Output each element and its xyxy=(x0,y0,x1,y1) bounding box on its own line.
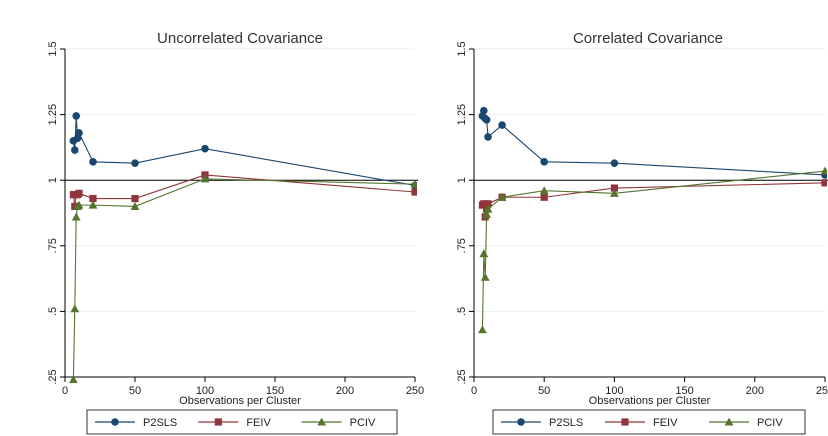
point-p2sls xyxy=(480,106,488,115)
point-feiv xyxy=(411,188,417,196)
point-feiv xyxy=(480,200,488,208)
point-p2sls xyxy=(484,133,492,141)
point-p2sls xyxy=(71,146,79,154)
point-feiv xyxy=(540,193,548,201)
point-p2sls xyxy=(610,159,619,167)
y-tick-label: 1 xyxy=(456,177,468,183)
point-feiv xyxy=(484,200,492,208)
panel-correlated: Correlated Covariance .25 .5 .75 1 1.25 1.5 0 50… xyxy=(456,30,828,435)
legend-marker-pciv xyxy=(724,417,734,426)
point-pciv xyxy=(483,204,493,213)
y-tick-label: .5 xyxy=(456,307,468,316)
point-p2sls xyxy=(540,158,548,166)
point-pciv xyxy=(820,166,827,175)
x-tick-label: 50 xyxy=(538,385,550,397)
x-axis-label: Observations per Cluster xyxy=(589,395,711,407)
y-tick-label: 1.5 xyxy=(456,41,468,56)
y-tick-label: 1.25 xyxy=(456,104,468,125)
x-tick-label: 250 xyxy=(406,385,424,397)
point-p2sls xyxy=(482,116,491,124)
point-pciv xyxy=(130,202,140,210)
point-pciv xyxy=(70,304,80,313)
y-tick-label: .25 xyxy=(456,369,468,384)
series-line-pciv xyxy=(481,170,826,330)
x-tick-label: 0 xyxy=(62,385,68,397)
series-line-pciv xyxy=(72,178,416,380)
y-tick-label: 1 xyxy=(47,177,59,183)
point-pciv xyxy=(478,325,487,334)
y-tick-label: 1.5 xyxy=(47,41,59,56)
x-tick-label: 100 xyxy=(605,385,623,397)
x-tick-label: 150 xyxy=(266,385,284,397)
point-pciv xyxy=(479,249,489,258)
point-pciv xyxy=(69,375,78,383)
x-tick-label: 100 xyxy=(196,385,214,397)
legend-marker-p2sls xyxy=(111,418,119,426)
point-p2sls xyxy=(498,121,506,129)
legend-marker-feiv xyxy=(214,418,222,426)
chart-title: Uncorrelated Covariance xyxy=(157,30,323,47)
series-line-p2sls xyxy=(72,115,416,186)
point-p2sls xyxy=(72,112,80,120)
x-tick-label: 200 xyxy=(746,385,764,397)
legend-label: FEIV xyxy=(653,417,678,429)
point-feiv xyxy=(75,189,83,197)
point-feiv xyxy=(71,202,79,211)
point-p2sls xyxy=(131,159,139,167)
point-pciv xyxy=(539,186,549,195)
series-line-feiv xyxy=(482,182,826,218)
point-p2sls xyxy=(201,144,209,153)
x-tick-label: 250 xyxy=(816,385,828,397)
panel-uncorrelated: Uncorrelated Covariance .25 .5 .75 1 1.25 1.5 0… xyxy=(47,30,424,435)
legend: P2SLS FEIV PCIV xyxy=(492,409,806,435)
legend-label: PCIV xyxy=(350,417,376,429)
point-pciv xyxy=(497,192,507,201)
legend-marker-p2sls xyxy=(517,418,525,426)
legend-label: PCIV xyxy=(757,417,783,429)
point-pciv xyxy=(480,272,490,281)
point-pciv xyxy=(610,188,619,197)
x-tick-label: 200 xyxy=(336,385,354,397)
y-tick-label: .75 xyxy=(456,238,468,253)
point-feiv xyxy=(821,179,827,187)
point-pciv xyxy=(71,212,81,221)
legend-marker-feiv xyxy=(621,418,629,426)
legend-box xyxy=(492,409,806,435)
x-axis-label: Observations per Cluster xyxy=(179,395,301,407)
y-tick-label: .5 xyxy=(47,307,59,316)
y-tick-label: 1.25 xyxy=(47,104,59,125)
point-pciv xyxy=(410,179,417,188)
point-pciv xyxy=(88,200,98,209)
point-p2sls xyxy=(89,158,97,166)
x-tick-label: 0 xyxy=(471,385,477,397)
y-tick-label: .75 xyxy=(47,238,59,253)
point-pciv xyxy=(74,200,84,209)
legend-label: P2SLS xyxy=(549,417,583,429)
point-feiv xyxy=(610,184,618,192)
chart-title: Correlated Covariance xyxy=(573,30,723,47)
point-feiv xyxy=(131,194,139,203)
legend: P2SLS FEIV PCIV xyxy=(86,409,398,435)
x-tick-label: 150 xyxy=(675,385,693,397)
point-feiv xyxy=(89,194,97,203)
legend-box xyxy=(86,409,398,435)
point-p2sls xyxy=(75,129,83,137)
point-pciv xyxy=(482,209,492,218)
series-line-p2sls xyxy=(481,110,826,176)
legend-label: FEIV xyxy=(246,417,271,429)
legend-label: P2SLS xyxy=(143,417,177,429)
legend-marker-pciv xyxy=(317,417,327,426)
x-tick-label: 50 xyxy=(129,385,141,397)
point-pciv xyxy=(200,174,210,183)
y-tick-label: .25 xyxy=(47,369,59,384)
